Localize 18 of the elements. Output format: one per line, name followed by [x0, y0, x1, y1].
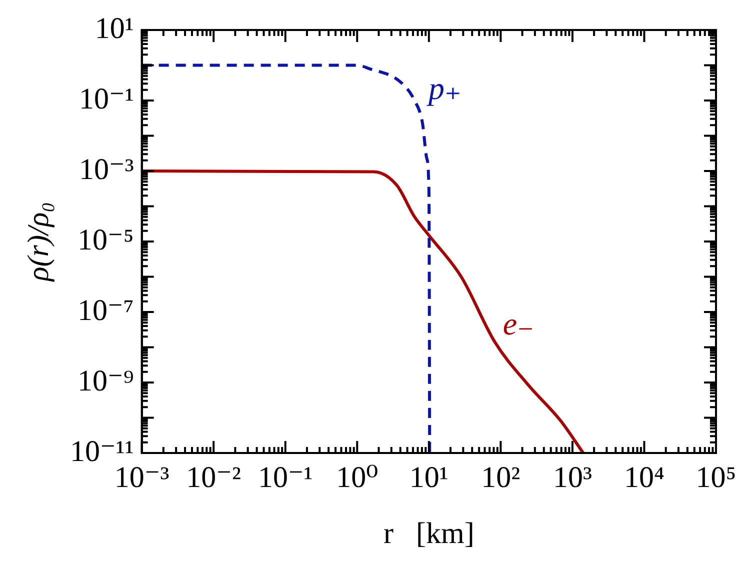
y-tick-label: 10⁻⁷ — [78, 294, 134, 327]
x-tick-label: 10⁻¹ — [258, 460, 313, 494]
series-label: p₊ — [426, 70, 462, 106]
x-tick-label: 10³ — [552, 460, 592, 494]
x-tick-label: 10⁰ — [336, 460, 378, 494]
x-tick-label: 10² — [481, 460, 520, 494]
x-tick-label: 10¹ — [409, 460, 448, 494]
y-tick-label: 10⁻³ — [78, 152, 134, 186]
x-tick-label: 10⁴ — [624, 460, 664, 494]
x-tick-label: 10⁻² — [186, 460, 242, 494]
y-axis-title: ρ(r)/ρ₀ — [22, 202, 55, 282]
y-tick-label: 10¹ — [94, 12, 134, 45]
series-label: e₋ — [502, 306, 534, 342]
y-tick-label: 10⁻⁵ — [78, 223, 134, 256]
x-tick-label: 10⁵ — [696, 460, 736, 494]
x-axis-title: r [km] — [384, 516, 474, 550]
y-tick-label: 10⁻⁹ — [78, 364, 134, 398]
y-tick-label: 10⁻¹ — [78, 82, 134, 116]
